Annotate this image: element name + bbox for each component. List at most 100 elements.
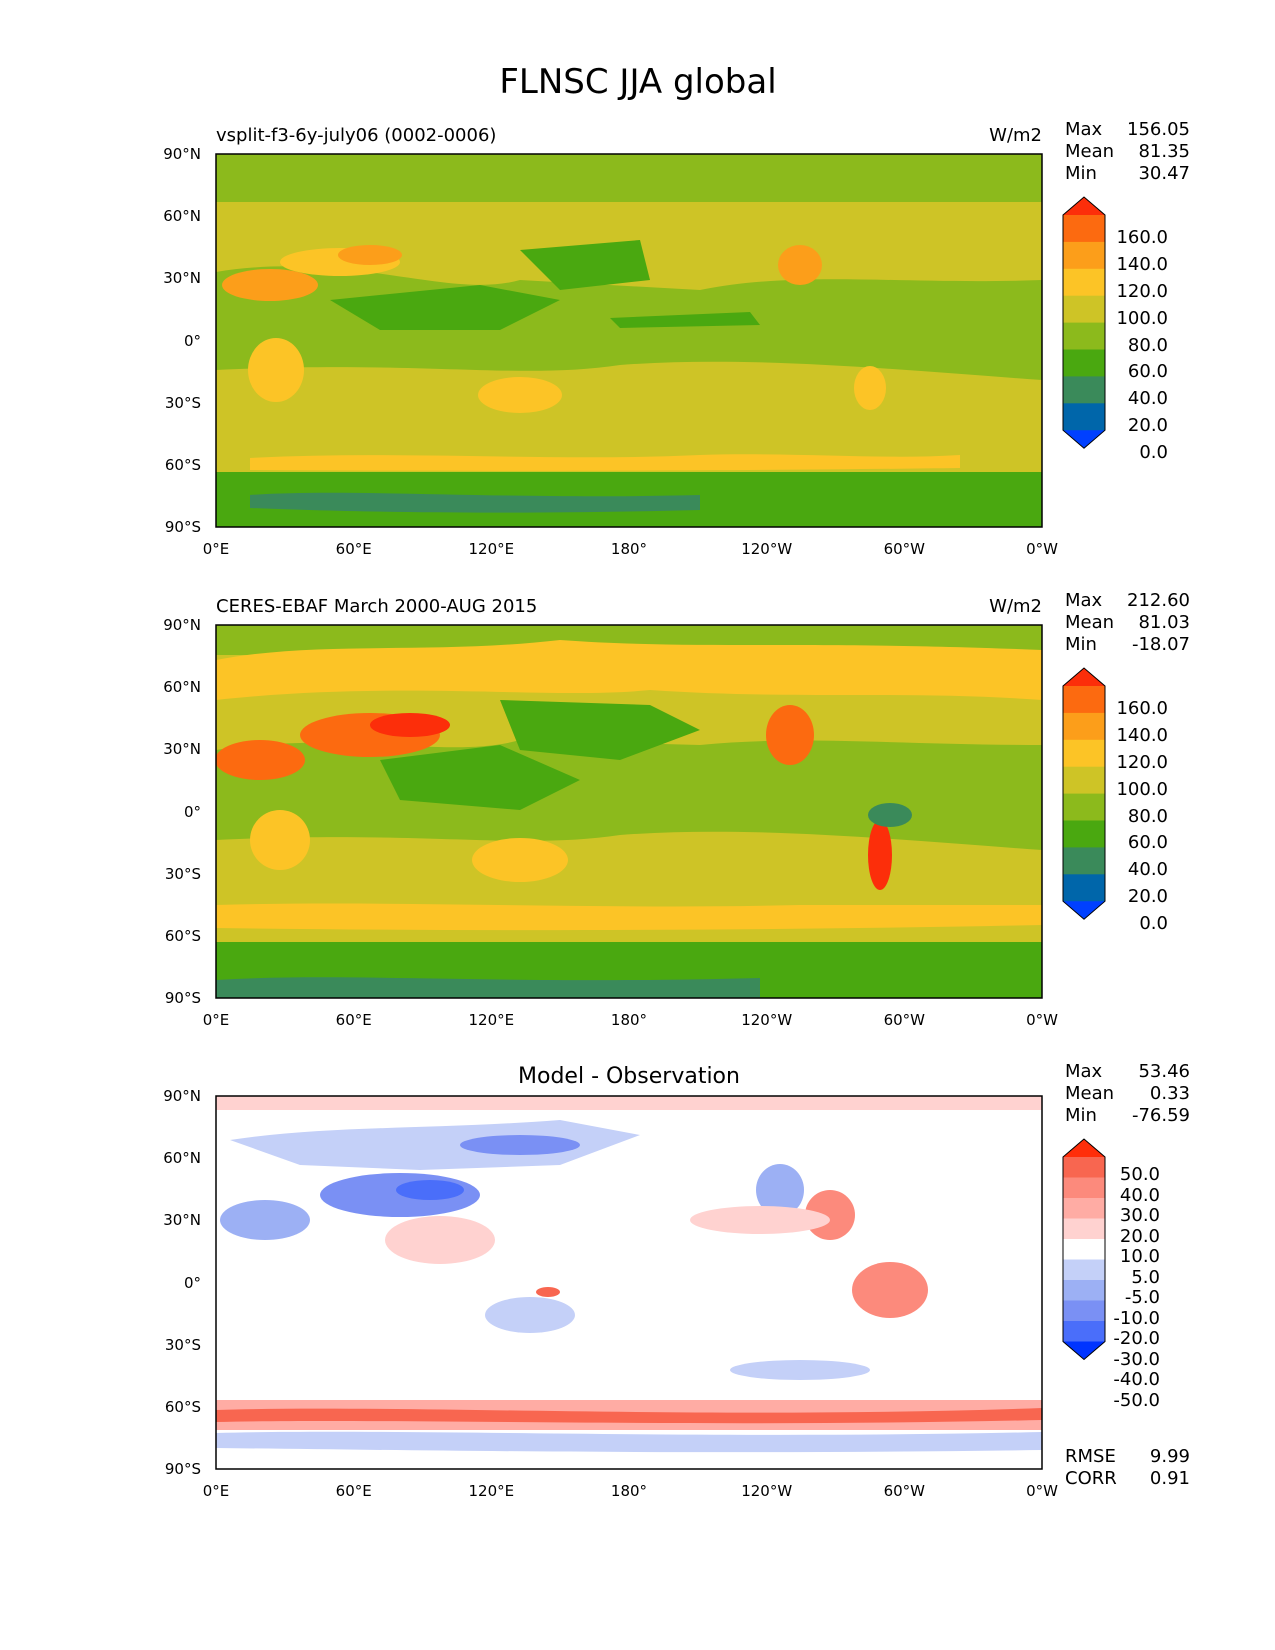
x-tick-label: 60°E	[336, 1011, 372, 1029]
colorbar-label: 5.0	[1131, 1267, 1160, 1288]
colorbar-label: 0.0	[1139, 442, 1168, 463]
newguinea-positive	[536, 1287, 560, 1297]
rmse-value: 9.99	[1150, 1446, 1190, 1467]
colorbar-swatch	[1063, 712, 1105, 741]
y-tick-label: 0°	[184, 803, 201, 821]
y-tick-label: 60°N	[163, 207, 201, 225]
namerica-high	[766, 705, 814, 765]
y-tick-label: 0°	[184, 332, 201, 350]
colorbar-swatches	[1062, 196, 1106, 449]
colorbar-label: 10.0	[1120, 1246, 1160, 1267]
eurasia-negative	[230, 1120, 640, 1170]
colorbar-swatch	[1063, 874, 1105, 902]
colorbar-label: -40.0	[1113, 1369, 1160, 1390]
colorbar-swatch	[1063, 1321, 1105, 1342]
asia-strong-negative	[396, 1180, 464, 1200]
y-tick-label: 30°N	[163, 269, 201, 287]
colorbar-swatch	[1063, 820, 1105, 848]
corr-label: CORR	[1065, 1468, 1117, 1489]
monsoon-region	[380, 745, 580, 810]
colorbar-label: -20.0	[1113, 1328, 1160, 1349]
monsoon-region	[330, 285, 560, 330]
safrica-high	[248, 338, 304, 402]
x-tick-label: 120°E	[468, 540, 514, 558]
sahara-high	[216, 740, 305, 780]
sahara-high	[222, 269, 318, 301]
kuroshio-region	[520, 240, 650, 290]
colorbar-extend-max	[1063, 668, 1105, 686]
x-tick-label: 60°W	[884, 1011, 926, 1029]
stat-mean-label: Mean	[1065, 141, 1114, 162]
antarctic-low	[216, 977, 760, 998]
colorbar-swatch	[1063, 1259, 1105, 1281]
antarctic-low	[250, 492, 700, 513]
colorbar-swatch	[1063, 322, 1105, 350]
panel-units: W/m2	[989, 596, 1042, 617]
y-axis: 90°N 60°N 30°N 0° 30°S 60°S 90°S	[163, 1087, 201, 1478]
andes-high	[854, 366, 886, 410]
south-pacific-negative	[730, 1360, 870, 1380]
colorbar-swatch	[1063, 766, 1105, 795]
southern-ocean-band	[250, 454, 960, 471]
x-axis: 0°E 60°E 120°E 180° 120°W 60°W 0°W	[203, 1482, 1058, 1500]
y-tick-label: 90°N	[163, 616, 201, 634]
panel-difference: Model - Observation Max 53.46 Mean 0.33 …	[163, 1061, 1190, 1500]
colorbar-label: 20.0	[1120, 1226, 1160, 1247]
x-tick-label: 0°E	[203, 1482, 230, 1500]
colorbar-label: 40.0	[1128, 388, 1168, 409]
x-tick-label: 0°W	[1026, 1482, 1058, 1500]
stat-max-label: Max	[1065, 590, 1103, 611]
colorbar-label: 40.0	[1128, 859, 1168, 880]
y-tick-label: 0°	[184, 1274, 201, 1292]
colorbar-outline	[1062, 667, 1106, 920]
arctic-band	[216, 1096, 1042, 1110]
colorbar-outline	[1062, 196, 1106, 449]
safrica-high	[250, 810, 310, 870]
antarctic-negative	[216, 1431, 1042, 1453]
stat-min-label: Min	[1065, 163, 1097, 184]
tibet-high	[370, 713, 450, 737]
colorbar-label: -50.0	[1113, 1390, 1160, 1411]
y-tick-label: 30°N	[163, 1211, 201, 1229]
x-tick-label: 0°W	[1026, 1011, 1058, 1029]
y-axis: 90°N 60°N 30°N 0° 30°S 60°S 90°S	[163, 145, 201, 536]
colorbar-label: 100.0	[1116, 308, 1168, 329]
colorbar-label: 20.0	[1128, 415, 1168, 436]
y-tick-label: 30°S	[165, 1336, 201, 1354]
namerica-negative	[756, 1164, 804, 1216]
y-tick-label: 90°S	[165, 989, 201, 1007]
colorbar-swatch	[1063, 739, 1105, 768]
colorbar-label: -5.0	[1125, 1287, 1160, 1308]
panel-units: W/m2	[989, 125, 1042, 146]
colorbar-swatches	[1062, 1138, 1106, 1361]
colorbar-swatch	[1063, 349, 1105, 377]
stat-min-value: -18.07	[1132, 634, 1190, 655]
map-field	[216, 625, 1042, 998]
siberia-negative	[460, 1135, 580, 1155]
asia-high	[338, 245, 402, 265]
colorbar: 160.0 140.0 120.0 100.0 80.0 60.0 40.0 2…	[1062, 196, 1168, 463]
colorbar-swatch	[1063, 686, 1105, 714]
panel-center-title: Model - Observation	[518, 1064, 740, 1089]
colorbar-label: -30.0	[1113, 1349, 1160, 1370]
rmse-label: RMSE	[1065, 1446, 1116, 1467]
y-tick-label: 60°S	[165, 456, 201, 474]
stat-max-value: 156.05	[1127, 119, 1190, 140]
colorbar-label: 60.0	[1128, 361, 1168, 382]
x-tick-label: 0°W	[1026, 540, 1058, 558]
colorbar-swatch	[1063, 1198, 1105, 1219]
y-tick-label: 90°S	[165, 1460, 201, 1478]
arctic-band	[216, 154, 1042, 202]
y-tick-label: 60°S	[165, 1398, 201, 1416]
colorbar-swatch	[1063, 403, 1105, 431]
colorbar-label: 60.0	[1128, 832, 1168, 853]
colorbar-outline	[1062, 1138, 1106, 1361]
itcz-strip	[610, 312, 760, 328]
australia-negative	[485, 1297, 575, 1333]
panel-model: vsplit-f3-6y-july06 (0002-0006) W/m2 Max…	[163, 119, 1190, 558]
colorbar-label: 0.0	[1139, 913, 1168, 934]
corr-value: 0.91	[1150, 1468, 1190, 1489]
x-tick-label: 120°E	[468, 1011, 514, 1029]
southern-ocean-strong	[216, 1408, 1042, 1424]
